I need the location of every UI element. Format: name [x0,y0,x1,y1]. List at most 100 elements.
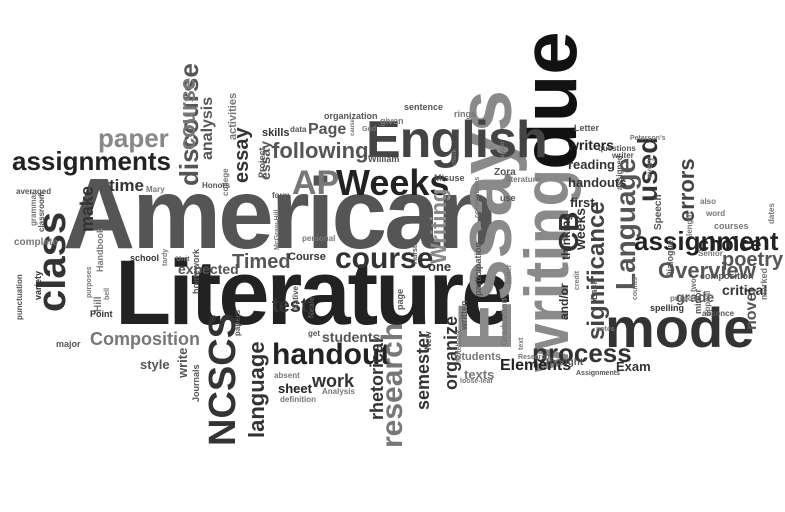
word-length: length [685,212,694,236]
word-assignment: assignment [634,226,779,256]
word-spelling: spelling [650,303,685,313]
word-research-small: Research [518,354,550,361]
word-analysis-small: Analysis [322,387,355,396]
word-skills: skills [262,127,290,139]
word-god: God [362,126,376,133]
word-language: language [244,341,269,438]
word-new: New [423,331,433,350]
word-timed: Timed [232,251,291,273]
word-reading: reading [568,157,615,172]
word-every: every [645,157,654,178]
word-purpose: purpose [670,294,702,303]
word-honors: Honors [202,181,230,190]
word-native: Native [291,285,300,310]
word-graduation: Graduation [499,297,509,346]
word-students: students [322,329,381,345]
word-english: English [366,111,548,169]
word-writers: writers [568,137,614,153]
word-work: work [312,371,355,391]
word-better: better [506,264,513,284]
word-absence: absence [702,309,735,318]
word-dates: dates [767,203,776,224]
word-significance: significance [583,201,610,340]
word-letter: Letter [574,123,600,133]
word-handouts: handouts [568,175,627,190]
word-project: Project [257,147,267,178]
word-word: word [706,209,726,218]
word-literature: Literature [115,242,512,344]
word-upper: upper [500,141,506,158]
word-homework: homework [191,248,201,294]
word-following: following [272,138,369,163]
word-thinking: thinking [559,213,573,260]
word-critical: critical [722,282,768,298]
word-exam: Exam [616,359,651,374]
word-rings: rings [454,109,477,119]
word-dialogue: Dialogue [665,239,675,278]
word-assignments-small: Assignments [576,370,620,377]
word-test: test [272,295,308,317]
word-purposes: purposes [86,266,93,298]
word-text: text [518,337,525,350]
word-questions: questions [598,144,636,153]
word-literature-small: literature [506,175,541,184]
word-course-vertical: course [175,77,200,150]
word-page-small: page [395,288,405,310]
word-expected: expected [178,261,239,277]
word-process: process [532,338,632,368]
word-form: form [272,191,290,200]
word-conventions: conventions [474,176,481,218]
word-one: one [428,259,452,274]
word-appeal: appeal [703,290,712,316]
word-thought: thought [546,357,584,368]
word-paper: paper [98,123,169,153]
word-speech: Speech [653,194,664,230]
word-grade: grade [676,289,715,305]
word-organization: organization [324,111,378,121]
word-papers: papers [233,309,242,336]
word-written: written [459,300,469,330]
word-courses: courses [714,221,749,231]
word-classroom: classroom [37,191,46,232]
word-major: major [56,339,81,349]
word-credit: credit [574,270,581,290]
word-composition-small: composition [700,271,754,281]
word-hurston: Hurston [412,237,419,264]
word-poetry: poetry [722,249,784,271]
word-sheet: sheet [278,381,312,396]
word-journals: Journals [191,364,201,402]
word-handbook: Handbook [95,228,105,272]
word-course-cap: Course [288,251,326,263]
word-page-cap: Page [308,121,347,138]
word-and-or: and/or [557,283,571,320]
word-tardy: tardy [162,248,169,266]
word-lack: Lack [589,279,599,300]
word-averaged: averaged [16,187,52,196]
word-american: American [63,158,498,270]
word-style: style [140,357,170,372]
word-loose-leaf: loose-leaf [460,378,493,385]
word-senior: Senior [698,249,723,258]
word-variety: variety [33,270,43,300]
word-point: Point [90,309,113,319]
word-choice: choice [698,234,762,256]
word-students-cap: Students [454,351,502,363]
word-mode: mode [605,296,755,359]
word-notes: notes [596,326,615,333]
word-activities: activities [227,92,239,140]
word-time: time [109,176,144,195]
word-given: given [380,116,404,126]
word-writing-cap: Writing [426,188,451,264]
word-use: use [500,193,516,203]
word-mcgraw-hill: McGraw-Hill [274,209,281,250]
word-weeks: Weeks [336,162,450,203]
word-data: data [290,125,307,134]
word-zora: Zora [494,167,516,178]
word-definition: definition [280,395,316,404]
word-overview: Overview [658,258,756,283]
word-misuse: Misuse [434,173,465,183]
word-minor: minor [693,288,703,314]
word-bell: bell [104,287,111,300]
word-punctuation: punctuation [15,274,24,320]
